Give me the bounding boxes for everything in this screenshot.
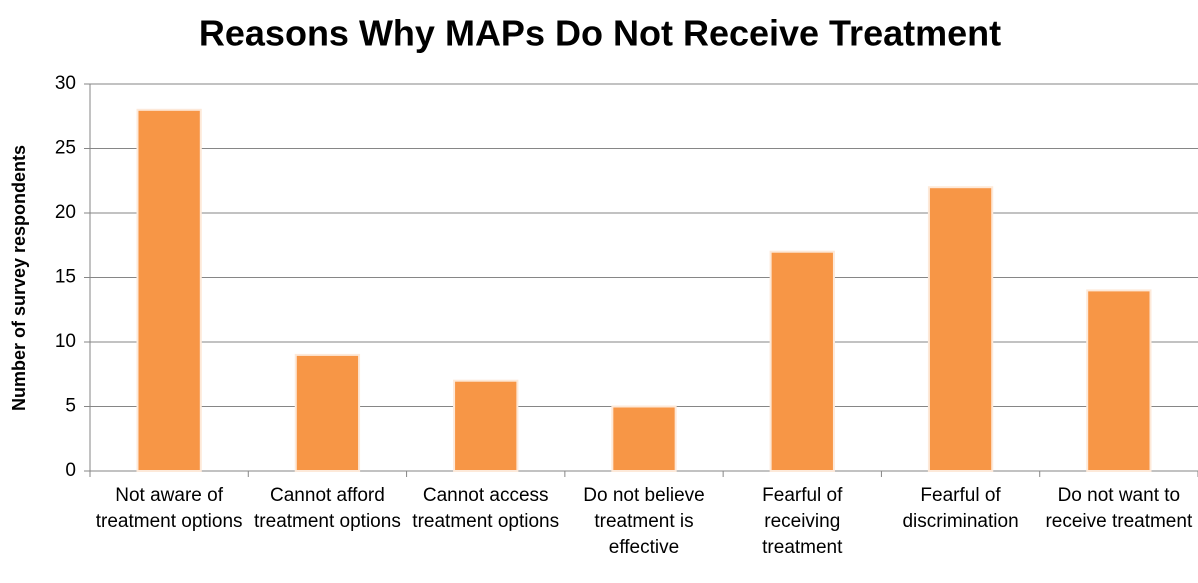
x-tick-label: Not aware of treatment options: [95, 485, 243, 532]
bar: [927, 186, 994, 472]
y-tick-label: 25: [55, 138, 76, 159]
bar: [294, 353, 361, 472]
bar: [1086, 289, 1152, 472]
chart-title: Reasons Why MAPs Do Not Receive Treatmen…: [199, 13, 1001, 54]
x-tick-label: Do not want to receive treatment: [1045, 485, 1193, 532]
x-tick-label: Do not believe treatment is effective: [583, 485, 705, 558]
bar: [611, 405, 677, 472]
x-tick-label: Cannot access treatment options: [412, 485, 560, 532]
x-tick-label: Fearful of receiving treatment: [762, 485, 843, 558]
bar: [453, 379, 519, 473]
x-tick-label: Cannot afford treatment options: [254, 485, 401, 532]
y-axis-label: Number of survey respondents: [9, 145, 29, 411]
y-tick-label: 5: [65, 396, 76, 417]
y-tick-label: 20: [55, 202, 76, 223]
bar: [136, 108, 202, 473]
y-tick-label: 10: [55, 331, 76, 352]
x-tick-label: Fearful of discrimination: [902, 485, 1019, 532]
y-tick-label: 15: [55, 267, 76, 288]
y-tick-label: 30: [55, 73, 76, 94]
y-tick-label: 0: [65, 460, 76, 481]
bar: [769, 250, 835, 472]
